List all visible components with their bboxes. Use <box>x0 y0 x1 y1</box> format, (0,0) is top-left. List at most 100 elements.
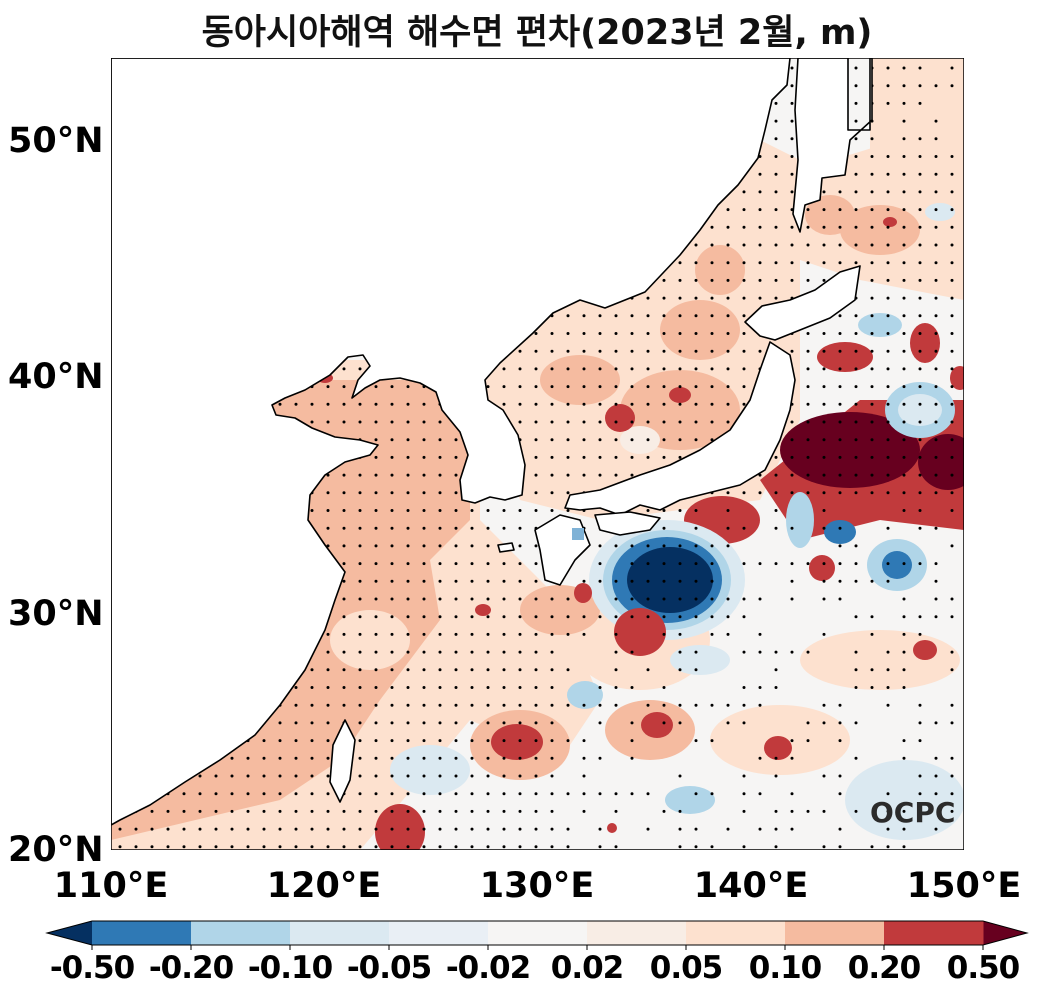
stipple-dot <box>406 597 410 601</box>
stipple-dot <box>870 155 874 158</box>
stipple-dot <box>454 756 458 760</box>
stipple-dot <box>950 774 954 778</box>
stipple-dot <box>774 101 778 105</box>
stipple-dot <box>806 349 810 353</box>
stipple-dot <box>454 845 458 849</box>
stipple-dot <box>438 792 442 796</box>
colorbar-tick-label: -0.05 <box>346 950 432 986</box>
stipple-dot <box>326 668 330 672</box>
stipple-dot <box>342 367 346 371</box>
stipple-dot <box>886 686 890 689</box>
stipple-dot <box>198 774 202 778</box>
stipple-dot <box>934 208 938 212</box>
stipple-dot <box>870 278 874 282</box>
stipple-dot <box>534 349 538 353</box>
stipple-dot <box>518 827 522 831</box>
stipple-dot <box>182 827 186 831</box>
stipple-dot <box>374 579 378 583</box>
stipple-dot <box>358 615 362 619</box>
stipple-dot <box>678 385 682 389</box>
stipple-dot <box>406 686 410 689</box>
stipple-dot <box>838 243 842 247</box>
stipple-dot <box>774 473 778 477</box>
stipple-dot <box>374 385 378 389</box>
stipple-dot <box>774 756 778 760</box>
stipple-dot <box>230 756 234 760</box>
stipple-dot <box>118 845 122 849</box>
stipple-dot <box>502 597 506 601</box>
stipple-dot <box>390 792 394 796</box>
stipple-dot <box>918 296 922 300</box>
taiwan <box>329 719 356 803</box>
stipple-dot <box>742 190 746 194</box>
stipple-dot <box>902 225 906 229</box>
stipple-dot <box>614 544 618 548</box>
stipple-dot <box>950 597 954 601</box>
stipple-dot <box>326 402 330 406</box>
stipple-dot <box>854 137 858 141</box>
stipple-dot <box>454 526 458 530</box>
stipple-dot <box>694 367 698 371</box>
stipple-dot <box>742 225 746 229</box>
stipple-dot <box>454 473 458 477</box>
stipple-dot <box>886 562 890 566</box>
stipple-dot <box>518 632 522 636</box>
stipple-dot <box>838 544 842 548</box>
stipple-dot <box>406 491 410 495</box>
stipple-dot <box>886 703 890 707</box>
stipple-dot <box>902 84 906 88</box>
stipple-dot <box>598 792 602 796</box>
stipple-dot <box>486 668 490 672</box>
stipple-dot <box>870 137 874 141</box>
stipple-dot <box>662 562 666 566</box>
stipple-dot <box>566 349 570 353</box>
stipple-dot <box>550 491 554 495</box>
stipple-dot <box>742 349 746 353</box>
stipple-dot <box>486 615 490 619</box>
stipple-dot <box>358 509 362 512</box>
stipple-dot <box>582 385 586 389</box>
stipple-dot <box>822 721 826 725</box>
stipple-dot <box>934 261 938 265</box>
stipple-dot <box>854 225 858 229</box>
stipple-dot <box>774 137 778 141</box>
stipple-dot <box>758 172 762 176</box>
stipple-dot <box>838 774 842 778</box>
stipple-dot <box>438 615 442 619</box>
stipple-dot <box>934 385 938 389</box>
stipple-dot <box>934 526 938 530</box>
map-title: 동아시아해역 해수면 편차(2023년 2월, m) <box>201 13 873 53</box>
stipple-dot <box>902 650 906 654</box>
stipple-dot <box>918 155 922 158</box>
stipple-dot <box>166 845 170 849</box>
stipple-dot <box>694 509 698 512</box>
stipple-dot <box>390 668 394 672</box>
colorbar-segment <box>686 921 786 945</box>
stipple-dot <box>422 544 426 548</box>
stipple-dot <box>870 190 874 194</box>
stipple-dot <box>534 597 538 601</box>
stipple-dot <box>694 385 698 389</box>
stipple-dot <box>774 526 778 530</box>
stipple-dot <box>934 615 938 619</box>
stipple-dot <box>502 509 506 512</box>
stipple-dot <box>646 792 650 796</box>
stipple-dot <box>902 420 906 424</box>
stipple-dot <box>326 544 330 548</box>
stipple-dot <box>582 632 586 636</box>
stipple-dot <box>422 650 426 654</box>
stipple-dot <box>902 243 906 247</box>
stipple-dot <box>566 491 570 495</box>
stipple-dot <box>390 597 394 601</box>
stipple-dot <box>150 827 154 831</box>
stipple-dot <box>342 385 346 389</box>
stipple-dot <box>390 615 394 619</box>
x-tick-130e: 130°E <box>479 866 595 906</box>
stipple-dot <box>502 827 506 831</box>
stipple-dot <box>694 792 698 796</box>
stipple-dot <box>694 703 698 707</box>
stipple-dot <box>454 615 458 619</box>
stipple-dot <box>774 261 778 265</box>
stipple-dot <box>294 827 298 831</box>
stipple-dot <box>486 703 490 707</box>
